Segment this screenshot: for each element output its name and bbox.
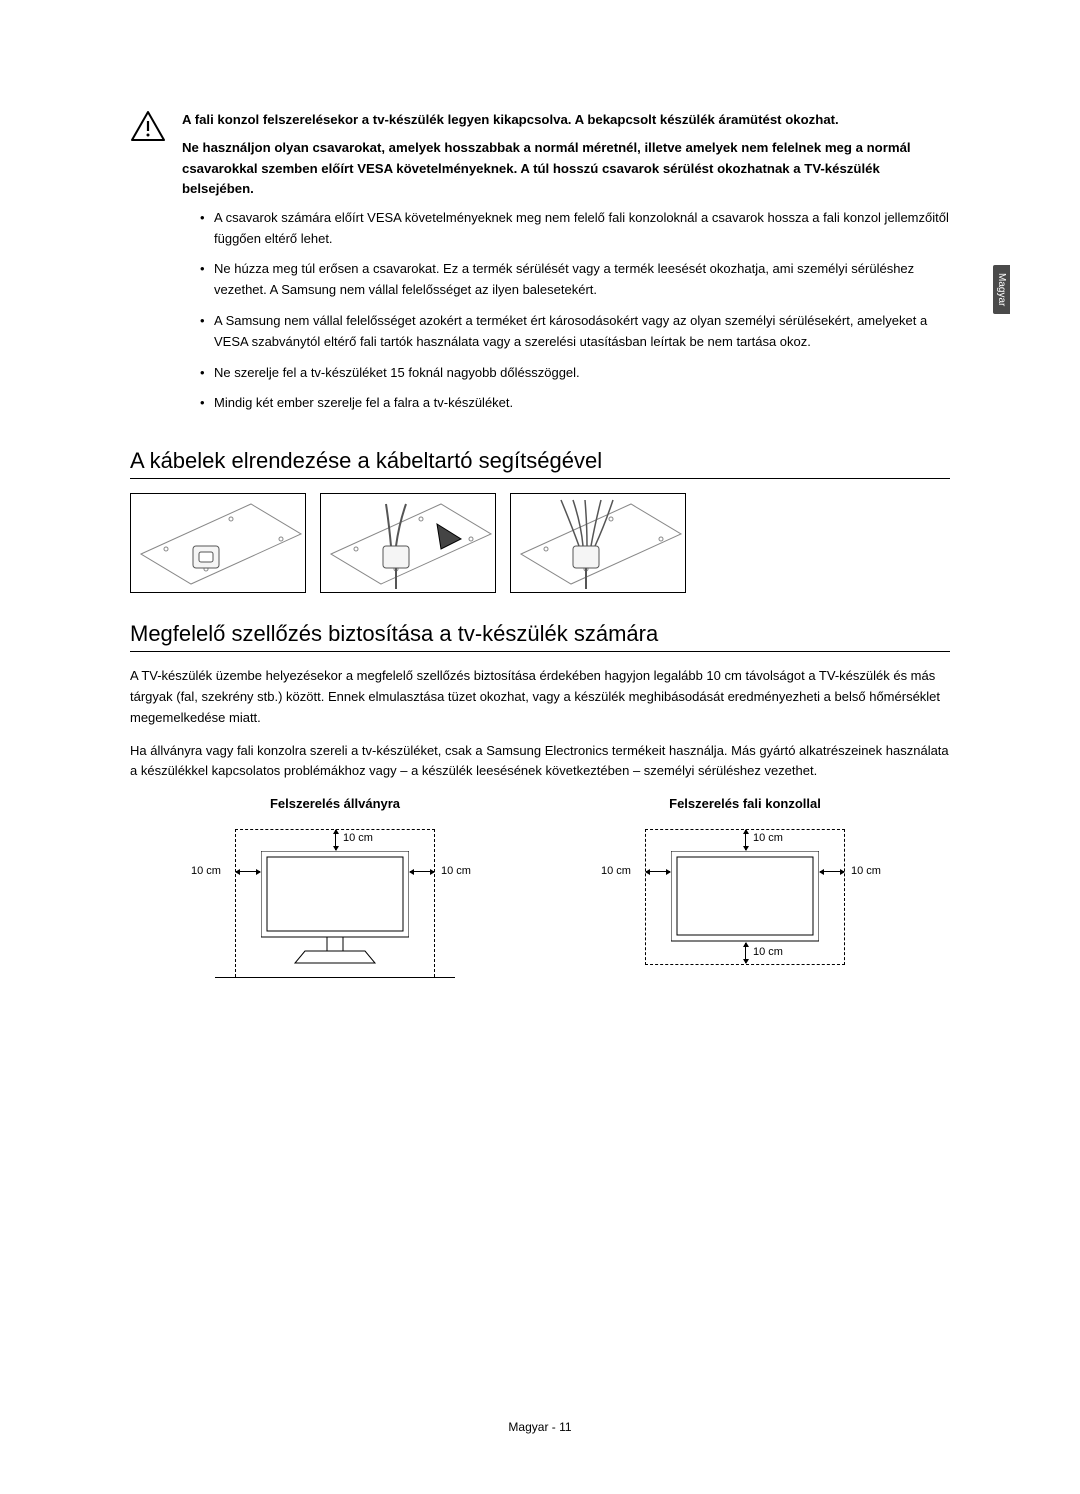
mount-wall-figure: 10 cm 10 cm 10 cm 10 cm — [575, 821, 915, 981]
warning-para-2: Ne használjon olyan csavarokat, amelyek … — [182, 138, 950, 199]
dim-right: 10 cm — [851, 865, 881, 877]
warning-icon — [130, 110, 166, 424]
language-side-tab: Magyar — [993, 265, 1010, 314]
warning-block: A fali konzol felszerelésekor a tv-készü… — [130, 110, 950, 424]
dim-left: 10 cm — [601, 865, 631, 877]
bullet-item: Mindig két ember szerelje fel a falra a … — [200, 393, 950, 414]
mount-stand-col: Felszerelés állványra 10 cm 10 cm — [165, 796, 505, 981]
page-content: A fali konzol felszerelésekor a tv-készü… — [0, 0, 1080, 1061]
dim-bottom: 10 cm — [753, 946, 783, 958]
tv-wall-icon — [671, 851, 819, 943]
cable-diagram-3 — [510, 493, 686, 593]
bullet-item: A csavarok számára előírt VESA követelmé… — [200, 208, 950, 250]
page-footer: Magyar - 11 — [0, 1420, 1080, 1434]
warning-bullets: A csavarok számára előírt VESA követelmé… — [182, 208, 950, 414]
tv-stand-icon — [261, 851, 409, 969]
dim-top: 10 cm — [753, 832, 783, 844]
cable-diagram-2 — [320, 493, 496, 593]
dim-left: 10 cm — [191, 865, 221, 877]
bullet-item: Ne húzza meg túl erősen a csavarokat. Ez… — [200, 259, 950, 301]
warning-text: A fali konzol felszerelésekor a tv-készü… — [182, 110, 950, 424]
cable-diagram-1 — [130, 493, 306, 593]
dim-right: 10 cm — [441, 865, 471, 877]
ventilation-para-2: Ha állványra vagy fali konzolra szereli … — [130, 741, 950, 783]
section-ventilation-title: Megfelelő szellőzés biztosítása a tv-kés… — [130, 621, 950, 652]
mount-stand-figure: 10 cm 10 cm 10 cm — [165, 821, 505, 981]
ventilation-para-1: A TV-készülék üzembe helyezésekor a megf… — [130, 666, 950, 728]
mounting-row: Felszerelés állványra 10 cm 10 cm — [130, 796, 950, 981]
section-cable-title: A kábelek elrendezése a kábeltartó segít… — [130, 448, 950, 479]
bullet-item: A Samsung nem vállal felelősséget azokér… — [200, 311, 950, 353]
warning-para-1: A fali konzol felszerelésekor a tv-készü… — [182, 110, 950, 130]
dim-top: 10 cm — [343, 832, 373, 844]
mount-wall-col: Felszerelés fali konzollal 10 cm 10 cm 1… — [575, 796, 915, 981]
mount-wall-title: Felszerelés fali konzollal — [575, 796, 915, 811]
mount-stand-title: Felszerelés állványra — [165, 796, 505, 811]
bullet-item: Ne szerelje fel a tv-készüléket 15 fokná… — [200, 363, 950, 384]
cable-diagrams-row — [130, 493, 950, 593]
